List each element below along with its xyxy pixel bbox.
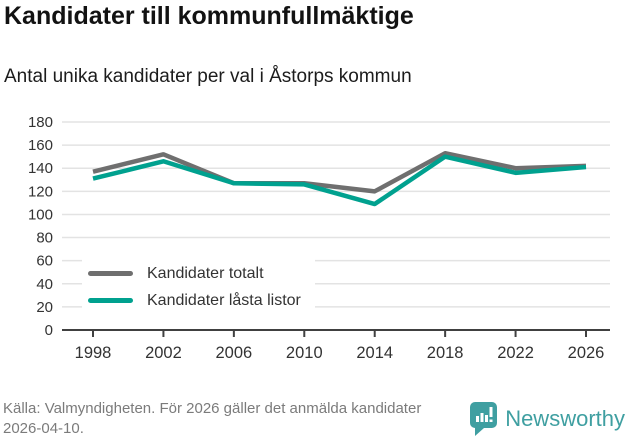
legend-item-lasta-listor: Kandidater låsta listor [88,287,301,314]
line-chart: 0 20 40 60 80 100 120 140 160 180 1998 2002 2006 2010… [28,114,610,362]
svg-text:20: 20 [36,299,53,316]
svg-text:180: 180 [28,114,53,131]
legend-item-totalt: Kandidater totalt [88,260,301,287]
svg-text:80: 80 [36,230,53,247]
source-note: Källa: Valmyndigheten. För 2026 gäller d… [3,400,422,437]
legend-swatch-teal [88,298,133,303]
svg-text:2022: 2022 [497,344,534,362]
page-title: Kandidater till kommunfullmäktige [4,2,414,30]
legend-label: Kandidater låsta listor [147,291,301,309]
svg-text:0: 0 [45,322,53,339]
newsworthy-logo: Newsworthy [470,402,625,436]
legend-label: Kandidater totalt [147,264,264,282]
svg-text:60: 60 [36,253,53,270]
svg-text:120: 120 [28,183,53,200]
legend-swatch-gray [88,271,133,276]
newsworthy-bubble-icon [470,402,498,436]
svg-text:2002: 2002 [145,344,182,362]
svg-text:100: 100 [28,206,53,223]
svg-text:2014: 2014 [356,344,393,362]
svg-text:2026: 2026 [568,344,605,362]
svg-text:140: 140 [28,160,53,177]
svg-text:160: 160 [28,137,53,154]
chart-subtitle: Antal unika kandidater per val i Åstorps… [4,66,412,87]
svg-text:2006: 2006 [215,344,252,362]
svg-text:2018: 2018 [427,344,464,362]
svg-text:1998: 1998 [75,344,112,362]
svg-text:40: 40 [36,276,53,293]
brand-name: Newsworthy [505,406,625,431]
chart-footer: Källa: Valmyndigheten. För 2026 gäller d… [0,396,631,439]
svg-text:2010: 2010 [286,344,323,362]
chart-legend: Kandidater totalt Kandidater låsta listo… [82,257,315,317]
